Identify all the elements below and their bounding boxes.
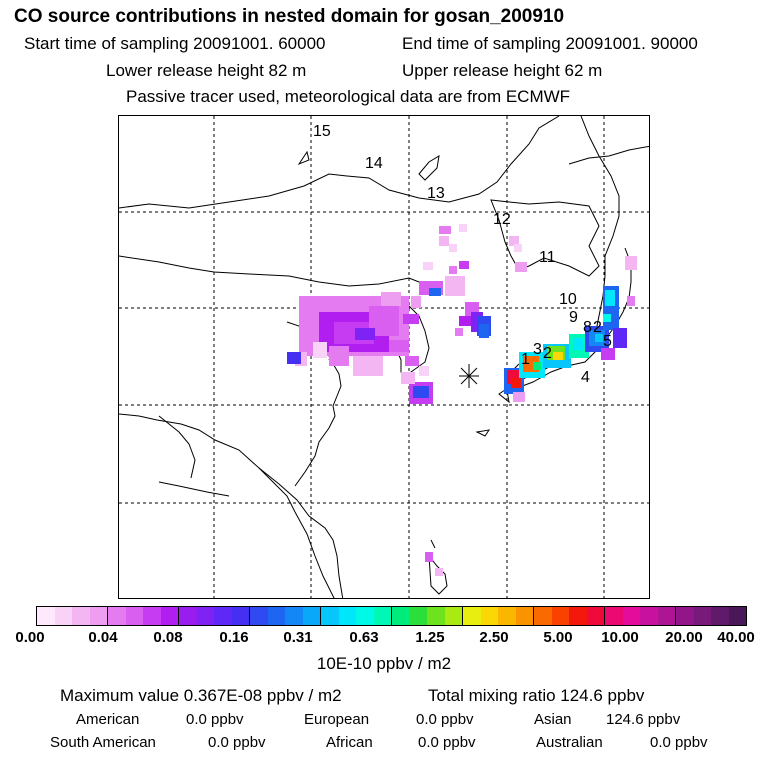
colorbar-swatch bbox=[586, 607, 605, 625]
colorbar-swatch bbox=[534, 607, 552, 625]
colorbar-swatch bbox=[37, 607, 55, 625]
map-canvas: 15 14 13 12 11 10 9 8 2 5 3 2 1 4 bbox=[119, 116, 649, 598]
traj-label: 2 bbox=[593, 319, 602, 336]
colorbar-swatch bbox=[605, 607, 623, 625]
colorbar-swatch bbox=[711, 607, 729, 625]
colorbar-tick-label: 0.63 bbox=[349, 629, 379, 646]
colorbar-swatch bbox=[676, 607, 694, 625]
tracer-note: Passive tracer used, meteorological data… bbox=[126, 87, 571, 106]
contribution-patches bbox=[287, 224, 637, 576]
colorbar-swatch bbox=[463, 607, 481, 625]
region-name: Australian bbox=[536, 734, 603, 751]
region-name: African bbox=[326, 734, 373, 751]
colorbar-swatch bbox=[338, 607, 356, 625]
region-value: 0.0 ppbv bbox=[186, 711, 244, 728]
traj-label: 3 bbox=[533, 341, 542, 358]
colorbar-tick-label: 1.25 bbox=[415, 629, 445, 646]
colorbar-swatch bbox=[231, 607, 250, 625]
colorbar-tick-label: 10.00 bbox=[601, 629, 639, 646]
colorbar-swatch bbox=[125, 607, 143, 625]
traj-label: 12 bbox=[493, 211, 511, 228]
region-value: 0.0 ppbv bbox=[208, 734, 266, 751]
colorbar-swatch bbox=[179, 607, 197, 625]
colorbar-tick-label: 0.31 bbox=[283, 629, 313, 646]
traj-label: 13 bbox=[427, 185, 445, 202]
region-value: 124.6 ppbv bbox=[606, 711, 681, 728]
colorbar-tick-label: 40.00 bbox=[717, 629, 755, 646]
colorbar-swatch bbox=[108, 607, 126, 625]
colorbar-swatch bbox=[728, 607, 746, 625]
traj-label: 14 bbox=[365, 155, 383, 172]
colorbar-swatch bbox=[622, 607, 640, 625]
total-mixing-ratio-label: Total mixing ratio 124.6 ppbv bbox=[428, 686, 645, 705]
traj-label: 11 bbox=[539, 249, 556, 266]
colorbar-tick-label: 0.16 bbox=[219, 629, 249, 646]
colorbar-swatch bbox=[444, 607, 463, 625]
traj-label: 10 bbox=[559, 291, 577, 308]
region-name: American bbox=[76, 711, 140, 728]
region-name: Asian bbox=[534, 711, 572, 728]
traj-label: 8 bbox=[583, 319, 592, 336]
region-value: 0.0 ppbv bbox=[418, 734, 476, 751]
traj-label: 1 bbox=[521, 351, 530, 368]
colorbar-swatch bbox=[657, 607, 676, 625]
colorbar-swatch bbox=[693, 607, 711, 625]
colorbar-swatch bbox=[373, 607, 392, 625]
colorbar-swatch bbox=[321, 607, 339, 625]
lower-release-label: Lower release height 82 m bbox=[106, 61, 307, 80]
colorbar-swatch bbox=[515, 607, 534, 625]
maximum-value-label: Maximum value 0.367E-08 ppbv / m2 bbox=[60, 686, 342, 705]
region-name: South American bbox=[50, 734, 156, 751]
colorbar-swatch bbox=[267, 607, 285, 625]
traj-label: 4 bbox=[581, 369, 590, 386]
colorbar-swatch bbox=[640, 607, 658, 625]
colorbar-tick-label: 0.00 bbox=[15, 629, 45, 646]
traj-label: 2 bbox=[543, 345, 552, 362]
plot-title: CO source contributions in nested domain… bbox=[14, 6, 565, 27]
colorbar-unit-label: 10E-10 ppbv / m2 bbox=[316, 654, 452, 673]
colorbar bbox=[36, 606, 747, 626]
colorbar-tick-label: 0.04 bbox=[88, 629, 118, 646]
region-name: European bbox=[304, 711, 370, 728]
start-time-label: Start time of sampling 20091001. 60000 bbox=[24, 34, 326, 53]
colorbar-tick-label: 0.08 bbox=[153, 629, 183, 646]
colorbar-swatch bbox=[356, 607, 374, 625]
colorbar-swatch bbox=[285, 607, 303, 625]
colorbar-tick-label: 5.00 bbox=[543, 629, 573, 646]
colorbar-swatch bbox=[160, 607, 179, 625]
trajectory-labels: 15 14 13 12 11 10 9 8 2 5 3 2 1 4 bbox=[313, 123, 612, 386]
colorbar-tick-label: 2.50 bbox=[479, 629, 509, 646]
colorbar-swatch bbox=[302, 607, 321, 625]
traj-label: 15 bbox=[313, 123, 331, 140]
source-contribution-map: 15 14 13 12 11 10 9 8 2 5 3 2 1 4 bbox=[118, 115, 650, 599]
end-time-label: End time of sampling 20091001. 90000 bbox=[402, 34, 698, 53]
colorbar-swatch bbox=[569, 607, 587, 625]
colorbar-swatch bbox=[498, 607, 516, 625]
colorbar-swatch bbox=[409, 607, 427, 625]
traj-label: 9 bbox=[569, 309, 578, 326]
colorbar-swatch bbox=[143, 607, 161, 625]
colorbar-swatch bbox=[427, 607, 445, 625]
region-value: 0.0 ppbv bbox=[650, 734, 708, 751]
receptor-asterisk-icon bbox=[459, 364, 479, 388]
colorbar-swatch bbox=[214, 607, 232, 625]
colorbar-swatch bbox=[250, 607, 268, 625]
colorbar-swatch bbox=[54, 607, 72, 625]
region-value: 0.0 ppbv bbox=[416, 711, 474, 728]
upper-release-label: Upper release height 62 m bbox=[402, 61, 603, 80]
traj-label: 5 bbox=[603, 333, 612, 350]
colorbar-swatch bbox=[72, 607, 90, 625]
colorbar-swatch bbox=[480, 607, 498, 625]
colorbar-swatch bbox=[392, 607, 410, 625]
colorbar-swatch bbox=[89, 607, 108, 625]
colorbar-swatch bbox=[551, 607, 569, 625]
colorbar-tick-label: 20.00 bbox=[665, 629, 703, 646]
colorbar-swatch bbox=[196, 607, 214, 625]
